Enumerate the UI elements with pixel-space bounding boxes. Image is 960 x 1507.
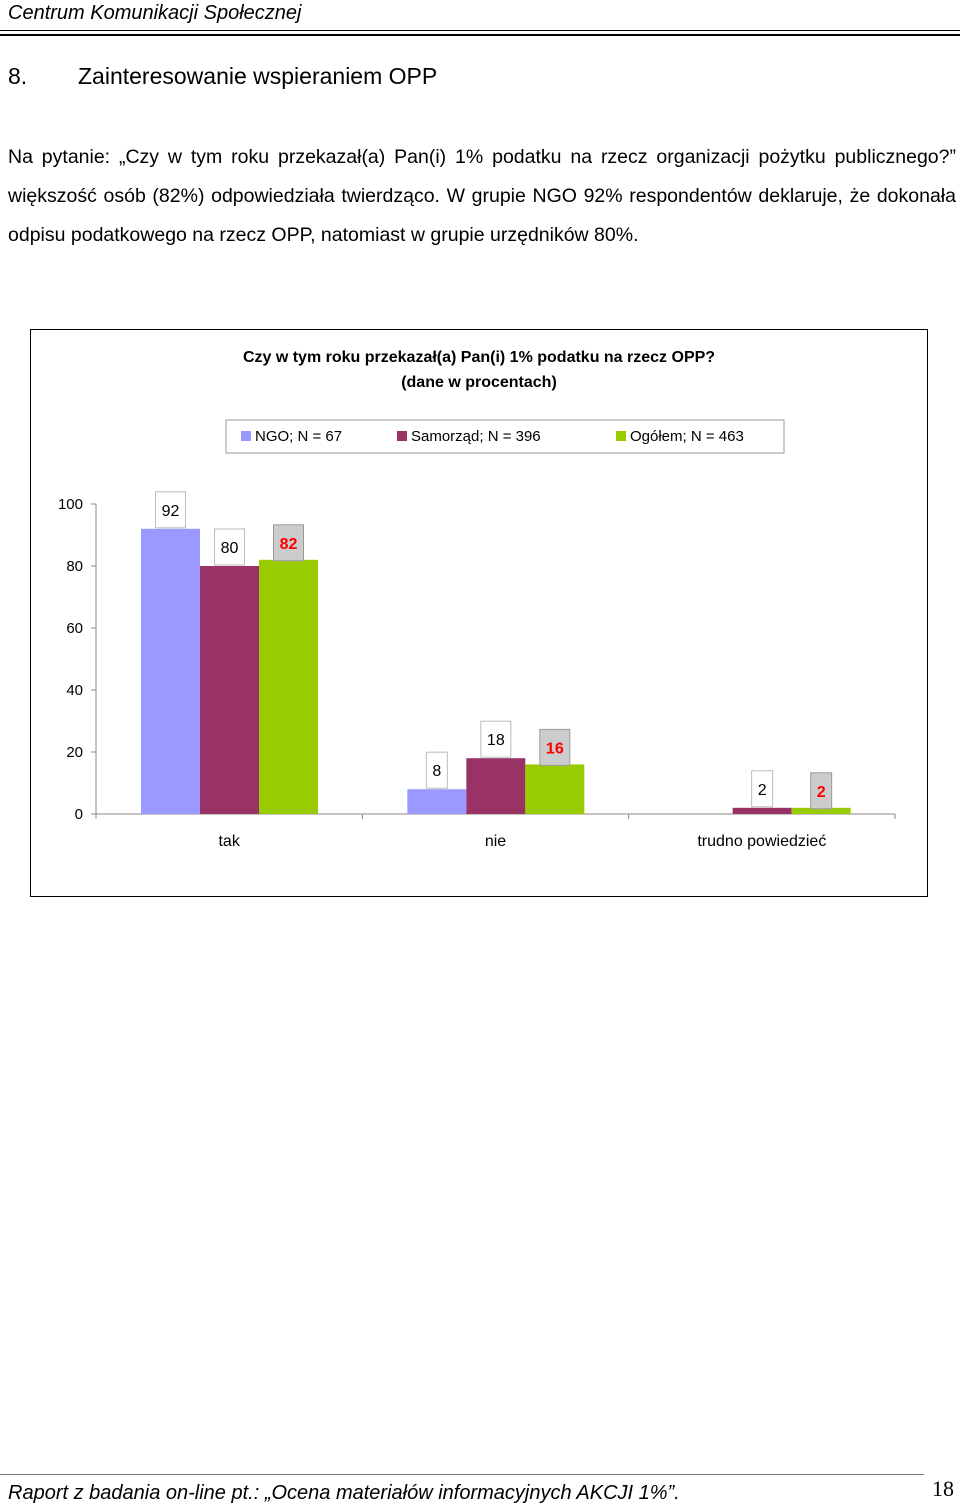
- data-label-box: [425, 751, 448, 789]
- y-tick-label: 100: [58, 496, 83, 513]
- section-number: 8.: [8, 63, 28, 89]
- y-tick-label: 0: [75, 806, 83, 823]
- header-rule-top: [0, 30, 960, 31]
- legend-box: [225, 419, 785, 454]
- body-paragraph: Na pytanie: „Czy w tym roku przekazał(a)…: [8, 146, 956, 246]
- bar-0-1: [407, 789, 467, 814]
- footer-text: Raport z badania on-line pt.: „Ocena mat…: [8, 1482, 680, 1504]
- data-label-box: [751, 770, 774, 808]
- bar-2-0: [259, 559, 318, 814]
- legend-swatch-2: [616, 431, 626, 441]
- header-rule-bottom: [0, 34, 960, 36]
- legend-label-0: NGO; N = 67: [255, 428, 342, 445]
- data-label: 82: [280, 536, 298, 553]
- data-label: 18: [487, 732, 505, 749]
- chart-frame: Czy w tym roku przekazał(a) Pan(i) 1% po…: [30, 329, 928, 897]
- data-label-box: [539, 728, 571, 766]
- legend-swatch-1: [397, 431, 407, 441]
- bar-0-0: [141, 528, 200, 814]
- y-tick-label: 60: [66, 620, 83, 637]
- data-label-box: [810, 772, 833, 810]
- footer-rule: [0, 1474, 924, 1475]
- bar-1-2: [732, 807, 792, 814]
- header-text: Centrum Komunikacji Społecznej: [8, 2, 302, 24]
- chart-data-labels: 92 80 82 8 18 16 2 2: [155, 491, 833, 810]
- bar-1-0: [200, 566, 259, 814]
- data-label: 8: [432, 763, 441, 780]
- section-heading: 8. Zainteresowanie wspieraniem OPP: [8, 62, 437, 90]
- x-category-label: tak: [218, 833, 240, 850]
- page-number: 18: [932, 1476, 954, 1501]
- data-label: 16: [546, 740, 564, 757]
- chart-bars: [141, 528, 851, 814]
- data-label-box: [155, 491, 186, 529]
- y-tick-label: 80: [66, 558, 83, 575]
- data-label: 2: [758, 782, 767, 799]
- x-category-label: nie: [485, 833, 506, 850]
- legend-label-1: Samorząd; N = 396: [411, 428, 541, 445]
- y-tick-label: 40: [66, 682, 83, 699]
- legend-swatch-0: [241, 431, 251, 441]
- section-title: Zainteresowanie wspieraniem OPP: [78, 63, 438, 89]
- chart-title: Czy w tym roku przekazał(a) Pan(i) 1% po…: [243, 349, 715, 366]
- data-label: 80: [221, 540, 239, 557]
- bar-2-2: [791, 807, 851, 814]
- data-label-box: [214, 528, 245, 566]
- legend-label-2: Ogółem; N = 463: [630, 428, 744, 445]
- data-label-box: [480, 720, 512, 758]
- page-header: Centrum Komunikacji Społecznej: [0, 0, 960, 30]
- x-category-label: trudno powiedzieć: [697, 833, 826, 850]
- data-label: 92: [162, 503, 180, 520]
- data-label-box: [273, 524, 304, 562]
- legend: NGO; N = 67 Samorząd; N = 396 Ogółem; N = …: [241, 428, 744, 445]
- data-label: 2: [817, 784, 826, 801]
- bar-2-1: [525, 764, 585, 814]
- y-tick-label: 20: [66, 744, 83, 761]
- chart-subtitle: (dane w procentach): [401, 374, 557, 391]
- bar-chart: Czy w tym roku przekazał(a) Pan(i) 1% po…: [58, 349, 896, 850]
- bar-1-1: [466, 758, 526, 814]
